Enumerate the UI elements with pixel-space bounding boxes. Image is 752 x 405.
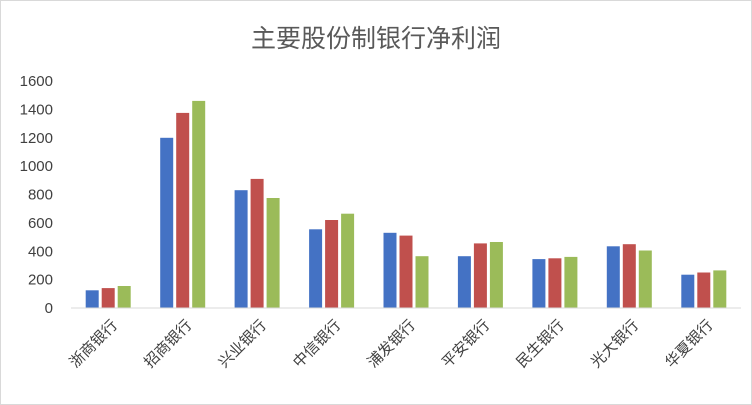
bar [117,286,131,308]
x-category-label: 光大银行 [587,316,642,371]
bar [564,256,578,308]
bar-group [234,178,280,308]
bar-group [457,242,503,308]
bar [341,213,355,308]
bar-group [160,100,206,309]
bar [325,220,339,308]
bar [548,258,562,308]
x-category-label: 兴业银行 [215,316,270,371]
y-tick-label: 1000 [20,158,53,175]
y-tick-label: 0 [45,300,53,317]
x-category-label: 民生银行 [513,316,568,371]
bar-group [309,213,355,308]
y-axis: 0 200 400 600 800 1000 1200 1400 1600 [20,73,53,317]
bar [192,100,206,309]
x-category-label: 浙商银行 [66,316,121,371]
y-tick-label: 600 [28,215,53,232]
bar [415,256,429,308]
bar [638,250,652,308]
x-category-label: 华夏银行 [661,316,716,371]
x-category-label: 浦发银行 [364,316,419,371]
y-tick-label: 800 [28,187,53,204]
y-tick-label: 200 [28,272,53,289]
bar-group [85,286,131,308]
x-category-label: 平安银行 [438,316,493,371]
bar-groups [85,100,727,309]
bar [489,242,503,308]
bar [473,243,487,308]
bar-group [606,244,652,308]
bar [160,137,174,309]
bar [622,244,636,308]
bar-group [383,232,429,308]
bar [681,274,695,308]
bar [176,112,190,309]
y-tick-label: 1400 [20,101,53,118]
x-axis: 浙商银行 招商银行 兴业银行 中信银行 浦发银行 平安银行 民生银行 光大银行 华夏银行 [66,316,717,371]
chart-title: 主要股份制银行净利润 [250,24,501,53]
bar [532,259,546,308]
bar [399,235,413,308]
bar [713,270,727,308]
y-tick-label: 1200 [20,130,53,147]
bar [697,272,711,308]
x-category-label: 中信银行 [289,316,344,371]
bar [383,232,397,308]
y-tick-label: 1600 [20,73,53,90]
bar [250,178,264,308]
y-tick-label: 400 [28,243,53,260]
bar [457,256,471,308]
bar [234,190,248,308]
bar-group [681,270,727,308]
bar [266,198,280,308]
bar [101,288,115,308]
x-category-label: 招商银行 [140,316,195,371]
bar [85,290,99,308]
bar-group [532,256,578,308]
bar [309,229,323,308]
bar [606,246,620,308]
